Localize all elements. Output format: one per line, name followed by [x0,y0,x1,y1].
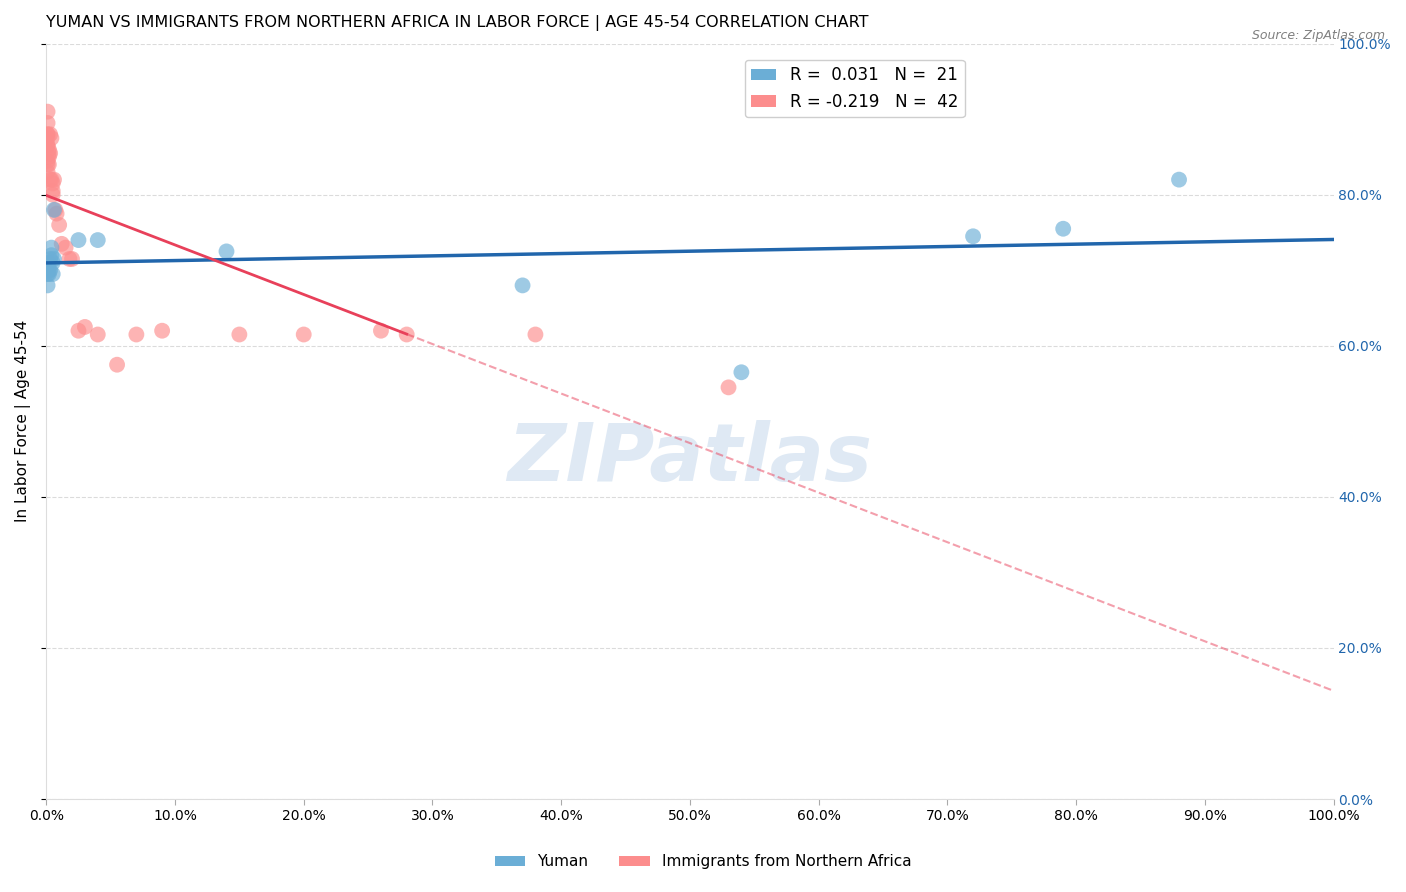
Point [215,244,238,259]
Legend: R =  0.031   N =  21, R = -0.219   N =  42: R = 0.031 N = 21, R = -0.219 N = 42 [745,60,965,117]
Point [37,278,59,293]
Point [48,218,70,232]
Text: YUMAN VS IMMIGRANTS FROM NORTHERN AFRICA IN LABOR FORCE | AGE 45-54 CORRELATION : YUMAN VS IMMIGRANTS FROM NORTHERN AFRICA… [46,15,869,31]
Point [42,202,65,217]
Point [44,202,66,217]
Point [55,241,77,255]
Point [38,150,60,164]
Point [73,320,96,334]
Point [67,233,90,247]
Point [37,157,59,171]
Point [717,380,740,394]
Point [37,128,59,142]
Point [41,177,63,191]
Text: ZIPatlas: ZIPatlas [508,420,872,498]
Point [60,252,83,266]
Point [41,131,63,145]
Point [37,131,59,145]
Point [39,263,62,277]
Point [38,263,60,277]
Point [370,324,392,338]
Point [1052,221,1074,235]
Point [41,184,63,198]
Point [228,327,250,342]
Point [38,146,60,161]
Point [730,365,752,379]
Point [42,172,65,186]
Point [38,267,60,281]
Point [125,327,148,342]
Y-axis label: In Labor Force | Age 45-54: In Labor Force | Age 45-54 [15,320,31,523]
Point [39,252,62,266]
Point [41,256,63,270]
Point [105,358,128,372]
Point [41,241,63,255]
Point [45,206,67,220]
Point [37,267,59,281]
Point [292,327,315,342]
Point [38,256,60,270]
Point [37,104,59,119]
Point [37,153,59,168]
Point [39,128,62,142]
Point [37,138,59,153]
Point [41,187,63,202]
Point [51,236,73,251]
Point [962,229,984,244]
Point [38,143,60,157]
Point [41,267,63,281]
Point [87,233,110,247]
Point [37,165,59,179]
Point [41,248,63,262]
Point [39,146,62,161]
Point [38,157,60,171]
Point [67,324,90,338]
Point [395,327,418,342]
Point [41,172,63,186]
Legend: Yuman, Immigrants from Northern Africa: Yuman, Immigrants from Northern Africa [488,848,918,875]
Text: Source: ZipAtlas.com: Source: ZipAtlas.com [1251,29,1385,43]
Point [524,327,547,342]
Point [37,128,59,142]
Point [39,172,62,186]
Point [37,116,59,130]
Point [42,252,65,266]
Point [1168,172,1191,186]
Point [87,327,110,342]
Point [58,252,80,266]
Point [512,278,534,293]
Point [150,324,173,338]
Point [37,138,59,153]
